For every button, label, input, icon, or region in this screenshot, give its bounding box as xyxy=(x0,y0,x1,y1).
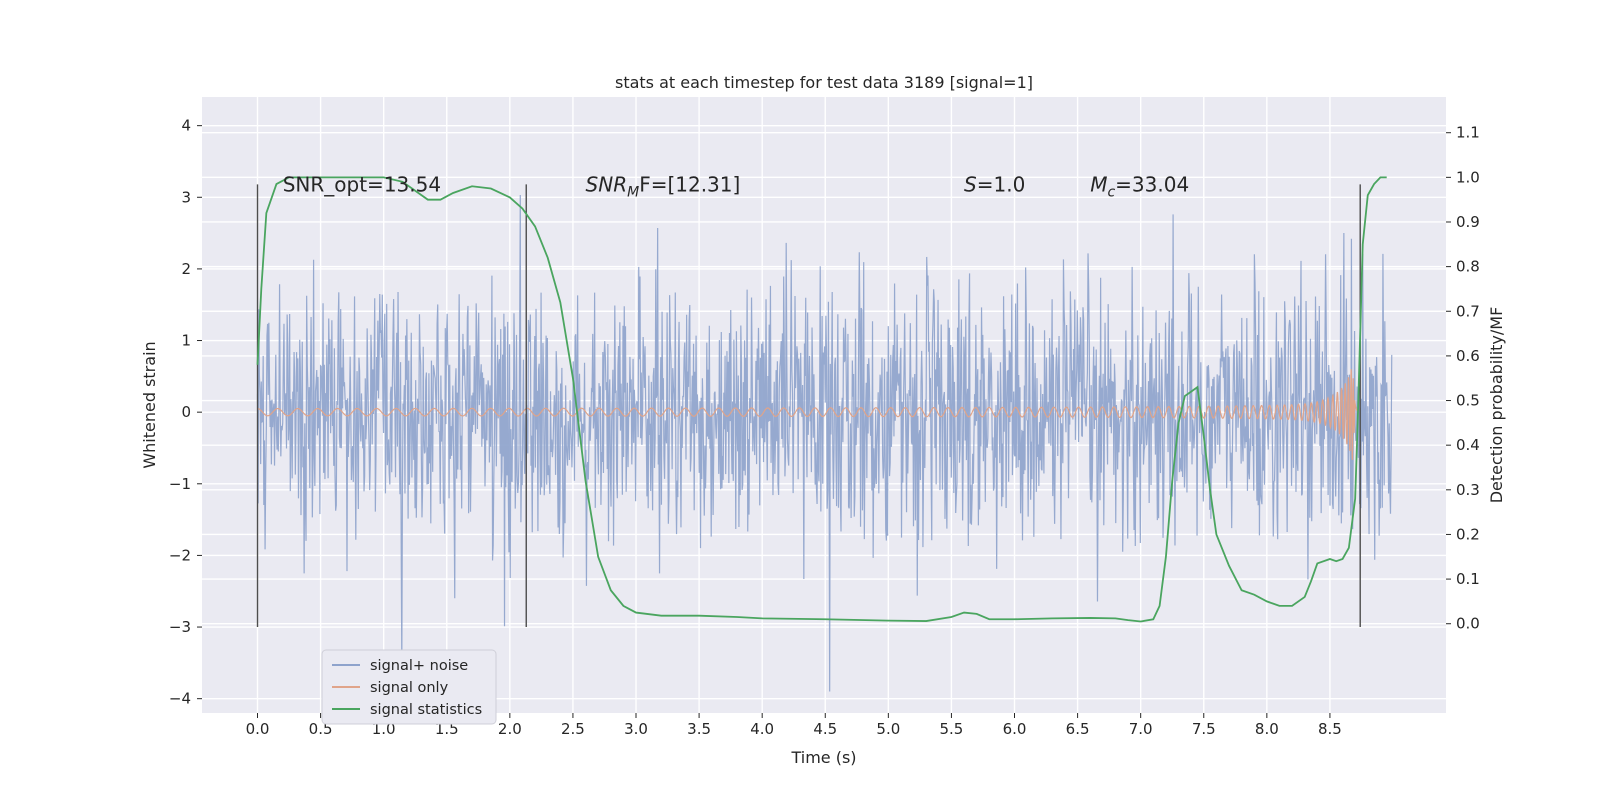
right-tick-label: 0.4 xyxy=(1456,436,1480,454)
annotation-snr-opt: SNR_opt=13.54 xyxy=(283,172,441,196)
annotation-mc-val-base: M xyxy=(1090,172,1107,196)
legend-box xyxy=(321,649,497,725)
right-axis-ticks: 1.1 1.0 0.9 0.8 0.7 0.6 0.5 0.4 0.3 0.2 0.1 0.0 xyxy=(1446,124,1480,633)
y-tick-label: 3 xyxy=(181,188,191,206)
right-tick-label: 1.0 xyxy=(1456,168,1480,186)
legend-label-signal-plus-noise: signal+ noise xyxy=(370,658,468,674)
legend-label-signal-only: signal only xyxy=(370,680,449,696)
right-tick-label: 0.1 xyxy=(1456,570,1480,588)
noise-trace xyxy=(256,194,1393,692)
grid xyxy=(202,97,1446,713)
x-tick-label: 4.5 xyxy=(813,720,837,738)
y-tick-label: −4 xyxy=(169,690,191,708)
annotation-snr-mf: SNRMF=[12.31] xyxy=(586,172,741,200)
x-tick-label: 8.0 xyxy=(1255,720,1279,738)
x-tick-label: 5.5 xyxy=(939,720,963,738)
y-tick-label: 4 xyxy=(181,117,191,135)
annotation-snr-mf-subscript: M xyxy=(627,184,639,200)
annotation-mc-val-value: =33.04 xyxy=(1115,172,1189,196)
x-tick-label: 3.5 xyxy=(687,720,711,738)
right-tick-label: 1.1 xyxy=(1456,124,1480,142)
chart-title: stats at each timestep for test data 318… xyxy=(615,73,1033,92)
y-tick-label: −2 xyxy=(169,546,191,564)
right-tick-label: 0.3 xyxy=(1456,481,1480,499)
right-tick-label: 0.2 xyxy=(1456,525,1480,543)
right-tick-label: 0.0 xyxy=(1456,615,1480,633)
y-axis-ticks: 4 3 2 1 0 −1 −2 −3 −4 xyxy=(169,117,202,708)
x-tick-label: 4.0 xyxy=(750,720,774,738)
annotation-mc-val: Mc=33.04 xyxy=(1090,172,1189,200)
annotation-mc-val-subscript: c xyxy=(1107,184,1115,200)
annotation-snr-mf-base: SNR xyxy=(586,172,628,196)
series-signal-plus-noise xyxy=(256,194,1393,692)
x-tick-label: 3.0 xyxy=(624,720,648,738)
annotations: SNR_opt=13.54 SNRMF=[12.31] S=1.0 Mc=33.04 xyxy=(283,172,1189,200)
y-tick-label: −3 xyxy=(169,618,191,636)
x-tick-label: 5.0 xyxy=(876,720,900,738)
x-tick-label: 7.5 xyxy=(1192,720,1216,738)
x-tick-label: 2.5 xyxy=(561,720,585,738)
statistics-trace xyxy=(256,176,1387,623)
annotation-s-val-value: =1.0 xyxy=(977,172,1026,196)
vertical-markers xyxy=(256,184,1361,628)
annotation-snr-mf-value: F=[12.31] xyxy=(639,172,740,196)
series-signal-only xyxy=(257,369,1359,460)
right-tick-label: 0.7 xyxy=(1456,302,1480,320)
y-tick-label: 1 xyxy=(181,332,191,350)
right-tick-label: 0.8 xyxy=(1456,258,1480,276)
y-tick-label: −1 xyxy=(169,475,191,493)
y-tick-label: 2 xyxy=(181,260,191,278)
legend: signal+ noise signal only signal statist… xyxy=(321,649,497,725)
right-tick-label: 0.9 xyxy=(1456,213,1480,231)
x-tick-label: 8.5 xyxy=(1318,720,1342,738)
x-tick-label: 2.0 xyxy=(498,720,522,738)
y-tick-label: 0 xyxy=(181,403,191,421)
series-signal-statistics xyxy=(256,176,1387,623)
chirp-trace xyxy=(257,369,1359,460)
right-axis-label: Detection probability/MF xyxy=(1487,307,1506,504)
x-tick-label: 7.0 xyxy=(1129,720,1153,738)
x-axis-ticks: 0.0 0.5 1.0 1.5 2.0 2.5 3.0 3.5 4.0 4.5 5.0 5.5 6.0 6… xyxy=(246,713,1342,738)
x-axis-label: Time (s) xyxy=(790,748,856,767)
annotation-s-val: S=1.0 xyxy=(964,172,1025,196)
x-tick-label: 6.0 xyxy=(1003,720,1027,738)
right-tick-label: 0.6 xyxy=(1456,347,1480,365)
annotation-s-val-base: S xyxy=(964,172,977,196)
x-tick-label: 6.5 xyxy=(1066,720,1090,738)
x-tick-label: 0.0 xyxy=(246,720,270,738)
right-tick-label: 0.5 xyxy=(1456,392,1480,410)
legend-label-signal-statistics: signal statistics xyxy=(370,702,482,718)
y-axis-label: Whitened strain xyxy=(140,341,159,468)
